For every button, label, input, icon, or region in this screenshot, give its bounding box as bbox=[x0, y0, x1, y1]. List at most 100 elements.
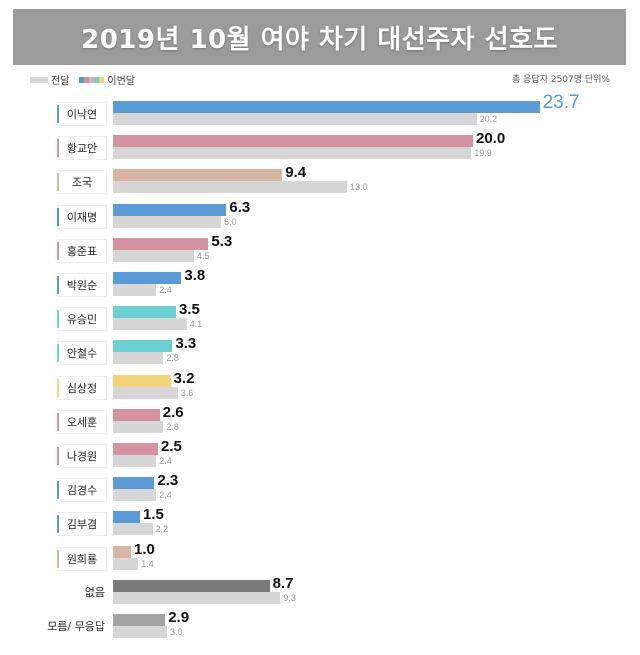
value-previous: 9.3 bbox=[283, 592, 296, 603]
label-accent bbox=[57, 105, 59, 123]
value-current: 5.3 bbox=[211, 232, 233, 250]
bar-current bbox=[113, 511, 140, 524]
bar-previous bbox=[113, 591, 281, 604]
label-accent bbox=[57, 481, 59, 500]
value-current: 3.5 bbox=[179, 301, 200, 319]
label-accent bbox=[57, 549, 59, 568]
bar-current bbox=[113, 203, 227, 216]
row-label-box: 이낙연 bbox=[57, 102, 107, 126]
row-label-box: 황교안 bbox=[57, 136, 107, 161]
value-previous: 19.9 bbox=[474, 148, 492, 159]
value-current: 3.3 bbox=[175, 335, 197, 353]
bar-current bbox=[113, 306, 176, 319]
chart-row: 나경원 2.5 2.4 bbox=[0, 438, 640, 469]
chart-row: 홍준표 5.3 4.5 bbox=[0, 232, 640, 264]
respondents-note: 총 응답자 2507명 단위% bbox=[512, 75, 610, 85]
value-previous: 2.8 bbox=[166, 353, 179, 364]
bar-previous bbox=[113, 215, 221, 228]
row-label-box: 홍준표 bbox=[57, 238, 107, 263]
bar-current bbox=[113, 477, 155, 490]
bar-previous bbox=[113, 181, 347, 194]
row-label-box: 없음 bbox=[85, 581, 105, 603]
legend-color-chip bbox=[94, 76, 100, 83]
bar-previous bbox=[113, 147, 472, 160]
label-accent bbox=[57, 139, 59, 158]
value-previous: 3.0 bbox=[170, 627, 183, 637]
legend-cur-swatch bbox=[79, 76, 105, 83]
value-current: 2.9 bbox=[168, 609, 190, 626]
row-label: 황교안 bbox=[66, 142, 98, 156]
value-previous: 2.2 bbox=[155, 524, 169, 535]
row-label-box: 이재명 bbox=[57, 204, 107, 229]
value-previous: 2.4 bbox=[159, 490, 172, 501]
legend-color-chip bbox=[84, 76, 90, 83]
bar-previous bbox=[113, 420, 164, 433]
chart-title: 2019년 10월 여야 차기 대선주자 선호도 bbox=[81, 24, 558, 55]
legend-color-chip bbox=[79, 76, 85, 83]
row-label: 원희룡 bbox=[66, 552, 98, 566]
value-previous: 20.2 bbox=[479, 114, 498, 124]
label-accent bbox=[57, 515, 59, 534]
value-current: 2.6 bbox=[162, 403, 184, 421]
bar-current bbox=[113, 614, 166, 626]
row-label-box: 김경수 bbox=[57, 478, 107, 503]
value-current: 2.3 bbox=[157, 472, 179, 490]
row-label-box: 심상정 bbox=[57, 375, 107, 400]
chart-row: 유승민 3.5 4.1 bbox=[0, 301, 640, 332]
chart-row: 원희룡 1.0 1.4 bbox=[0, 541, 640, 572]
bar-current bbox=[113, 408, 160, 421]
bar-previous bbox=[113, 557, 139, 570]
chart-row: 이재명 6.3 6.0 bbox=[0, 198, 640, 230]
row-label: 조국 bbox=[71, 176, 93, 190]
bar-previous bbox=[113, 318, 187, 331]
value-current: 6.3 bbox=[229, 198, 251, 216]
bar-current bbox=[113, 169, 283, 182]
row-label: 오세훈 bbox=[66, 415, 98, 429]
chart-row: 김경수 2.3 2.4 bbox=[0, 472, 640, 503]
value-previous: 1.4 bbox=[141, 558, 154, 569]
chart-row: 없음 8.7 9.3 bbox=[0, 575, 640, 606]
bar-previous bbox=[113, 113, 477, 125]
row-label-box: 안철수 bbox=[57, 341, 107, 366]
legend-color-chip bbox=[99, 76, 105, 83]
label-accent bbox=[57, 207, 59, 226]
row-label-box: 원희룡 bbox=[57, 546, 107, 571]
label-accent bbox=[57, 344, 59, 363]
bar-current bbox=[113, 545, 131, 558]
row-label: 없음 bbox=[84, 585, 105, 599]
label-accent bbox=[57, 310, 59, 329]
bar-previous bbox=[113, 284, 157, 296]
row-label-box: 유승민 bbox=[57, 307, 107, 332]
legend: 전달 이번달 bbox=[30, 72, 135, 87]
label-accent bbox=[57, 412, 59, 431]
bar-current bbox=[113, 374, 171, 387]
row-label-box: 김부겸 bbox=[57, 512, 107, 537]
value-previous: 2.8 bbox=[166, 421, 179, 432]
row-label-box: 나경원 bbox=[57, 444, 107, 468]
row-label: 나경원 bbox=[66, 450, 98, 463]
bar-current bbox=[113, 237, 209, 250]
value-previous: 13.0 bbox=[350, 182, 368, 193]
bar-previous bbox=[113, 523, 153, 536]
bar-current bbox=[113, 135, 473, 148]
value-current: 23.7 bbox=[542, 92, 580, 113]
row-label: 이재명 bbox=[66, 210, 98, 224]
row-label: 김경수 bbox=[66, 484, 98, 498]
row-label: 이낙연 bbox=[66, 108, 98, 121]
value-previous: 4.1 bbox=[189, 319, 203, 330]
value-previous: 2.4 bbox=[159, 456, 172, 466]
bar-previous bbox=[113, 626, 167, 638]
chart-title-bar: 2019년 10월 여야 차기 대선주자 선호도 bbox=[13, 9, 626, 65]
legend-prev-swatch bbox=[30, 76, 48, 83]
value-current: 1.5 bbox=[143, 506, 164, 524]
value-current: 2.5 bbox=[161, 438, 182, 455]
value-current: 9.4 bbox=[285, 164, 307, 182]
bar-previous bbox=[113, 386, 178, 399]
row-label: 홍준표 bbox=[66, 244, 98, 258]
row-label: 유승민 bbox=[66, 313, 98, 327]
chart-row: 황교안 20.0 19.9 bbox=[0, 130, 640, 161]
bar-previous bbox=[113, 455, 157, 467]
chart-row: 오세훈 2.6 2.8 bbox=[0, 403, 640, 435]
row-label-box: 모름/ 무응답 bbox=[47, 615, 105, 637]
chart-row: 조국 9.4 13.0 bbox=[0, 164, 640, 195]
